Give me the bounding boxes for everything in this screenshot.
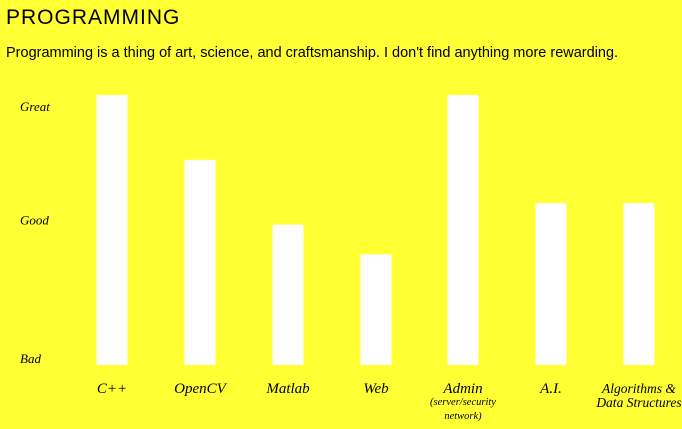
- bar-a-i: [535, 203, 567, 365]
- x-tick-label: A.I.: [539, 381, 562, 397]
- bar-c: [96, 95, 128, 365]
- x-tick-label: Data Structures: [595, 395, 681, 410]
- page-title: PROGRAMMING: [6, 6, 181, 29]
- bar-admin: [447, 95, 479, 365]
- y-tick-label-good: Good: [20, 212, 49, 227]
- y-tick-label-great: Great: [20, 99, 50, 114]
- x-tick-label: Web: [363, 381, 389, 397]
- y-tick-label-bad: Bad: [20, 351, 41, 366]
- x-tick-label: Admin: [442, 381, 482, 397]
- x-tick-label: C++: [97, 381, 127, 397]
- bar-opencv: [184, 159, 216, 365]
- x-tick-label: network): [444, 411, 482, 422]
- x-tick-label: (server/security: [430, 397, 496, 408]
- bar-matlab: [272, 224, 304, 365]
- bar-web: [360, 254, 392, 365]
- x-tick-label: Matlab: [265, 381, 310, 397]
- x-tick-label: Algorithms &: [601, 381, 676, 396]
- bar-algorithms: [623, 203, 655, 365]
- x-tick-label: OpenCV: [174, 381, 227, 397]
- page-subtitle: Programming is a thing of art, science, …: [6, 45, 619, 61]
